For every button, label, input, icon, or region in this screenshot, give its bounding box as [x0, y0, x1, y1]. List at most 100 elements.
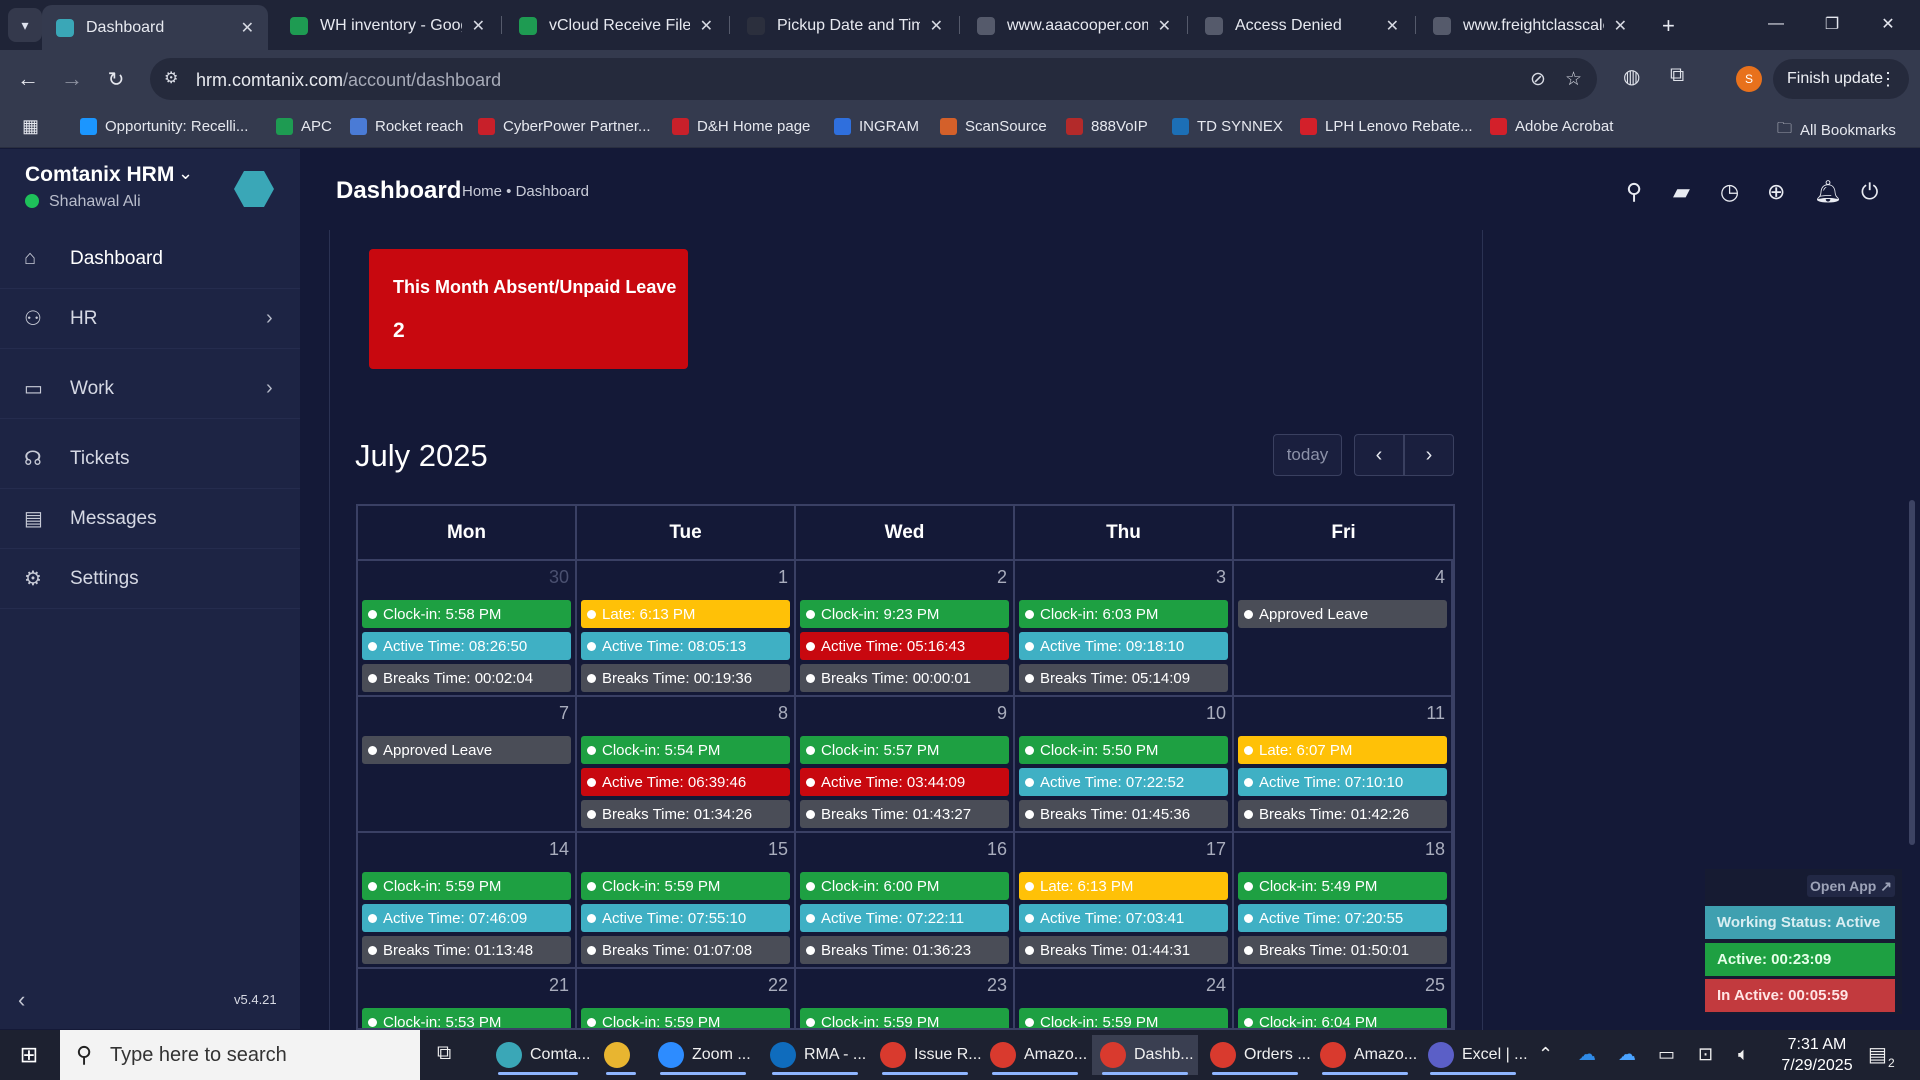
today-button[interactable]: today: [1273, 434, 1342, 476]
day-number[interactable]: 9: [996, 703, 1007, 723]
translate-icon[interactable]: ◍: [1623, 66, 1641, 88]
taskbar-app-10[interactable]: Excel | ...: [1420, 1035, 1528, 1075]
minimize-button[interactable]: —: [1768, 15, 1784, 32]
calendar-event[interactable]: Active Time: 07:20:55: [1238, 904, 1447, 932]
day-number[interactable]: 4: [1434, 567, 1445, 587]
day-number[interactable]: 3: [1215, 567, 1226, 587]
taskbar-app-1[interactable]: Comta...: [488, 1035, 590, 1075]
notification-center-icon[interactable]: ▤: [1868, 1044, 1887, 1066]
brand-chevron-down-icon[interactable]: ⌄: [178, 163, 194, 183]
calendar-event[interactable]: Breaks Time: 01:07:08: [581, 936, 790, 964]
forward-button[interactable]: →: [61, 66, 83, 91]
bookmark-4[interactable]: CyberPower Partner...: [478, 118, 651, 135]
bookmark-9[interactable]: TD SYNNEX: [1172, 118, 1283, 135]
tab-3[interactable]: vCloud Receive File - ✕: [505, 7, 727, 44]
calendar-day-cell[interactable]: 24 Clock-in: 5:59 PM: [1015, 969, 1234, 1028]
bookmark-10[interactable]: LPH Lenovo Rebate...: [1300, 118, 1473, 135]
prev-month-button[interactable]: ‹: [1354, 434, 1404, 476]
calendar-event[interactable]: Clock-in: 5:50 PM: [1019, 736, 1228, 764]
calendar-event[interactable]: Clock-in: 6:04 PM: [1238, 1008, 1447, 1028]
bookmark-6[interactable]: INGRAM: [834, 118, 919, 135]
calendar-event[interactable]: Clock-in: 9:23 PM: [800, 600, 1009, 628]
close-tab-icon[interactable]: ✕: [699, 17, 713, 35]
tab-2[interactable]: WH inventory - Goog ✕: [276, 7, 499, 44]
calendar-day-cell[interactable]: 7 Approved Leave: [358, 697, 577, 833]
battery-icon[interactable]: ▭: [1658, 1044, 1676, 1064]
calendar-event[interactable]: Active Time: 07:10:10: [1238, 768, 1447, 796]
bell-icon[interactable]: 🔔︎: [1814, 179, 1842, 204]
calendar-event[interactable]: Approved Leave: [1238, 600, 1447, 628]
calendar-event[interactable]: Breaks Time: 01:36:23: [800, 936, 1009, 964]
taskbar-app-9[interactable]: Amazo...: [1312, 1035, 1418, 1075]
sidebar-item-tickets[interactable]: ☊ Tickets: [0, 429, 300, 489]
calendar-day-cell[interactable]: 18 Clock-in: 5:49 PM Active Time: 07:20:55…: [1234, 833, 1453, 969]
tab-4[interactable]: Pickup Date and Tim ✕: [733, 7, 957, 44]
day-number[interactable]: 15: [767, 839, 788, 859]
extensions-icon[interactable]: ⧉: [1670, 64, 1685, 86]
calendar-day-cell[interactable]: 1 Late: 6:13 PM Active Time: 08:05:13 Break…: [577, 561, 796, 697]
tab-6[interactable]: Access Denied ✕: [1191, 7, 1413, 44]
profile-avatar[interactable]: S: [1736, 66, 1762, 92]
calendar-day-cell[interactable]: 10 Clock-in: 5:50 PM Active Time: 07:22:52…: [1015, 697, 1234, 833]
calendar-day-cell[interactable]: 16 Clock-in: 6:00 PM Active Time: 07:22:11…: [796, 833, 1015, 969]
day-number[interactable]: 25: [1424, 975, 1445, 995]
calendar-event[interactable]: Breaks Time: 01:34:26: [581, 800, 790, 828]
more-menu-icon[interactable]: ⋮: [1879, 68, 1897, 89]
calendar-event[interactable]: Breaks Time: 00:19:36: [581, 664, 790, 692]
calendar-day-cell[interactable]: 8 Clock-in: 5:54 PM Active Time: 06:39:46 B…: [577, 697, 796, 833]
bookmark-8[interactable]: 888VoIP: [1066, 118, 1148, 135]
calendar-event[interactable]: Clock-in: 5:53 PM: [362, 1008, 571, 1028]
onedrive-personal-icon[interactable]: ☁: [1618, 1044, 1636, 1064]
day-number[interactable]: 18: [1424, 839, 1445, 859]
restore-button[interactable]: ❐: [1824, 16, 1840, 33]
calendar-event[interactable]: Active Time: 08:26:50: [362, 632, 571, 660]
day-number[interactable]: 22: [767, 975, 788, 995]
bookmark-1[interactable]: Opportunity: Recelli...: [80, 118, 248, 135]
network-icon[interactable]: ⊡: [1698, 1044, 1714, 1064]
day-number[interactable]: 8: [777, 703, 788, 723]
sidebar-item-dashboard[interactable]: ⌂ Dashboard: [0, 229, 300, 289]
taskbar-app-7[interactable]: Dashb...: [1092, 1035, 1198, 1075]
calendar-event[interactable]: Active Time: 07:46:09: [362, 904, 571, 932]
day-number[interactable]: 2: [996, 567, 1007, 587]
calendar-event[interactable]: Breaks Time: 01:42:26: [1238, 800, 1447, 828]
day-number[interactable]: 16: [986, 839, 1007, 859]
calendar-event[interactable]: Active Time: 07:22:52: [1019, 768, 1228, 796]
taskbar-search-input[interactable]: ⚲ Type here to search: [60, 1030, 420, 1080]
calendar-day-cell[interactable]: 3 Clock-in: 6:03 PM Active Time: 09:18:10 B…: [1015, 561, 1234, 697]
system-clock[interactable]: 7:31 AM 7/29/2025: [1772, 1034, 1862, 1076]
all-bookmarks-button[interactable]: 🗀 All Bookmarks: [1777, 118, 1896, 143]
bookmark-7[interactable]: ScanSource: [940, 118, 1047, 135]
history-icon[interactable]: ◷: [1720, 179, 1740, 204]
calendar-event[interactable]: Active Time: 07:03:41: [1019, 904, 1228, 932]
sidebar-item-settings[interactable]: ⚙ Settings: [0, 549, 300, 609]
page-scrollbar[interactable]: [1909, 500, 1915, 845]
next-month-button[interactable]: ›: [1404, 434, 1454, 476]
calendar-day-cell[interactable]: 9 Clock-in: 5:57 PM Active Time: 03:44:09 B…: [796, 697, 1015, 833]
close-tab-icon[interactable]: ✕: [1157, 17, 1171, 35]
calendar-event[interactable]: Breaks Time: 01:45:36: [1019, 800, 1228, 828]
taskbar-app-5[interactable]: Issue R...: [872, 1035, 982, 1075]
bookmark-11[interactable]: Adobe Acrobat: [1490, 118, 1613, 135]
calendar-event[interactable]: Active Time: 03:44:09: [800, 768, 1009, 796]
sidebar-item-messages[interactable]: ▤ Messages: [0, 489, 300, 549]
tab-7[interactable]: www.freightclasscalc ✕: [1419, 7, 1641, 44]
taskbar-app-4[interactable]: RMA - ...: [762, 1035, 868, 1075]
day-number[interactable]: 24: [1205, 975, 1226, 995]
calendar-event[interactable]: Active Time: 08:05:13: [581, 632, 790, 660]
day-number[interactable]: 7: [558, 703, 569, 723]
address-bar[interactable]: ⚙ hrm.comtanix.com/account/dashboard ⊘ ☆: [150, 58, 1597, 100]
calendar-event[interactable]: Breaks Time: 01:44:31: [1019, 936, 1228, 964]
calendar-event[interactable]: Breaks Time: 01:43:27: [800, 800, 1009, 828]
taskbar-app-3[interactable]: Zoom ...: [650, 1035, 756, 1075]
calendar-event[interactable]: Late: 6:07 PM: [1238, 736, 1447, 764]
new-tab-button[interactable]: +: [1662, 12, 1675, 38]
calendar-event[interactable]: Active Time: 09:18:10: [1019, 632, 1228, 660]
bookmark-5[interactable]: D&H Home page: [672, 118, 810, 135]
calendar-day-cell[interactable]: 4 Approved Leave: [1234, 561, 1453, 697]
close-tab-icon[interactable]: ✕: [471, 17, 485, 35]
day-number[interactable]: 1: [777, 567, 788, 587]
calendar-event[interactable]: Late: 6:13 PM: [581, 600, 790, 628]
back-button[interactable]: ←: [17, 66, 39, 91]
day-number[interactable]: 30: [548, 567, 569, 587]
